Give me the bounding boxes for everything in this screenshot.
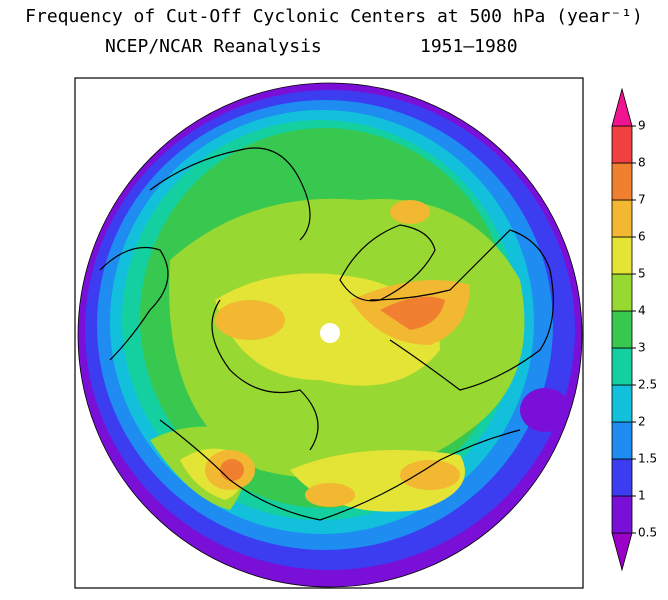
colorbar-band: [611, 458, 633, 497]
colorbar-band: [611, 273, 633, 312]
contour-fill: [390, 200, 430, 224]
colorbar-tick-label: 4: [638, 304, 646, 318]
colorbar: 0.5 1 1.5 2 2.5 3 4 5 6 7 8 9: [611, 87, 657, 572]
colorbar-band: [611, 495, 633, 534]
coastlines: [99, 147, 554, 521]
colorbar-band: [611, 162, 633, 201]
map-boundary: [77, 82, 583, 588]
colorbar-tick-label: 0.5: [638, 526, 657, 540]
colorbar-band: [611, 125, 633, 164]
colorbar-extend-low: [611, 532, 633, 572]
pole-hole: [320, 323, 340, 343]
subtitle-period: 1951–1980: [420, 36, 518, 57]
title: Frequency of Cut-Off Cyclonic Centers at…: [25, 6, 643, 27]
colorbar-tick-label: 3: [638, 341, 646, 355]
colorbar-tick-label: 2: [638, 415, 646, 429]
contour-fill: [305, 483, 355, 507]
colorbar-tick-label: 8: [638, 156, 646, 170]
subtitle: NCEP/NCAR Reanalysis: [105, 36, 322, 57]
contour-fill: [380, 296, 445, 330]
contour-fill: [520, 388, 570, 432]
colorbar-tick-label: 9: [638, 119, 646, 133]
colorbar-tick-label: 2.5: [638, 378, 657, 392]
colorbar-tick-label: 7: [638, 193, 646, 207]
contour-fill: [220, 459, 244, 481]
contour-fill: [215, 300, 285, 340]
colorbar-band: [611, 384, 633, 423]
colorbar-tick-label: 1.5: [638, 452, 657, 466]
colorbar-tick-label: 5: [638, 267, 646, 281]
colorbar-band: [611, 347, 633, 386]
map-field: [78, 83, 582, 587]
colorbar-band: [611, 310, 633, 349]
colorbar-extend-high: [611, 87, 633, 127]
colorbar-band: [611, 421, 633, 460]
colorbar-tick-label: 1: [638, 489, 646, 503]
colorbar-band: [611, 199, 633, 238]
contour-fill: [400, 460, 460, 490]
colorbar-tick-label: 6: [638, 230, 646, 244]
colorbar-band: [611, 236, 633, 275]
